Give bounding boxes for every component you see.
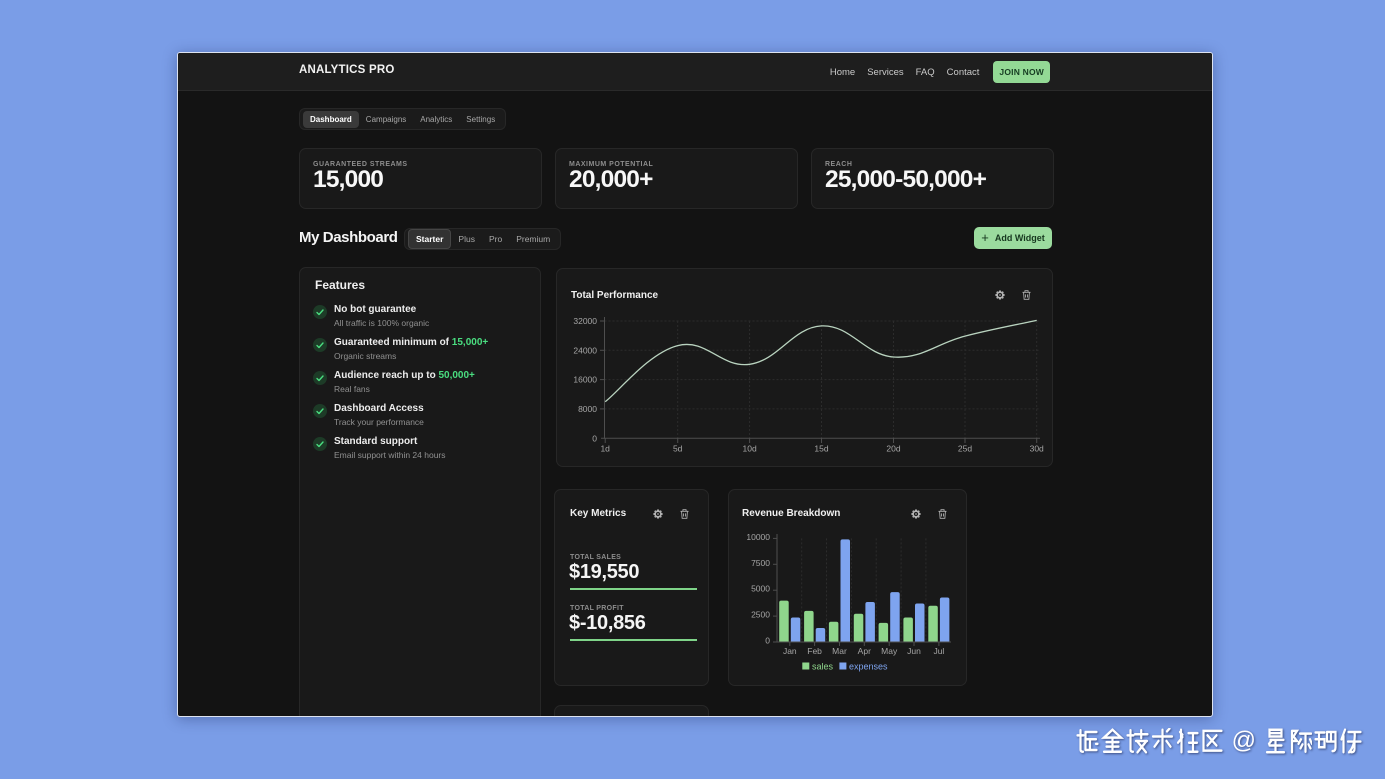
svg-text:5d: 5d <box>673 444 683 454</box>
svg-text:25d: 25d <box>958 444 972 454</box>
svg-text:5000: 5000 <box>751 584 770 594</box>
svg-text:Jan: Jan <box>783 646 797 656</box>
svg-text:Apr: Apr <box>858 646 871 656</box>
svg-text:Jun: Jun <box>907 646 921 656</box>
svg-text:0: 0 <box>592 433 597 443</box>
svg-text:8000: 8000 <box>578 404 597 414</box>
svg-text:expenses: expenses <box>849 662 888 672</box>
svg-text:Feb: Feb <box>807 646 822 656</box>
svg-text:30d: 30d <box>1030 444 1044 454</box>
svg-text:32000: 32000 <box>573 316 597 326</box>
svg-text:10000: 10000 <box>746 532 770 542</box>
svg-text:10d: 10d <box>743 444 757 454</box>
svg-text:Jul: Jul <box>933 646 944 656</box>
svg-text:7500: 7500 <box>751 558 770 568</box>
svg-text:16000: 16000 <box>573 375 597 385</box>
svg-text:24000: 24000 <box>573 345 597 355</box>
svg-text:Mar: Mar <box>832 646 847 656</box>
svg-text:0: 0 <box>765 636 770 646</box>
svg-text:1d: 1d <box>600 444 610 454</box>
svg-text:May: May <box>881 646 898 656</box>
svg-text:20d: 20d <box>886 444 900 454</box>
svg-text:2500: 2500 <box>751 610 770 620</box>
svg-text:sales: sales <box>812 662 834 672</box>
svg-text:15d: 15d <box>814 444 828 454</box>
